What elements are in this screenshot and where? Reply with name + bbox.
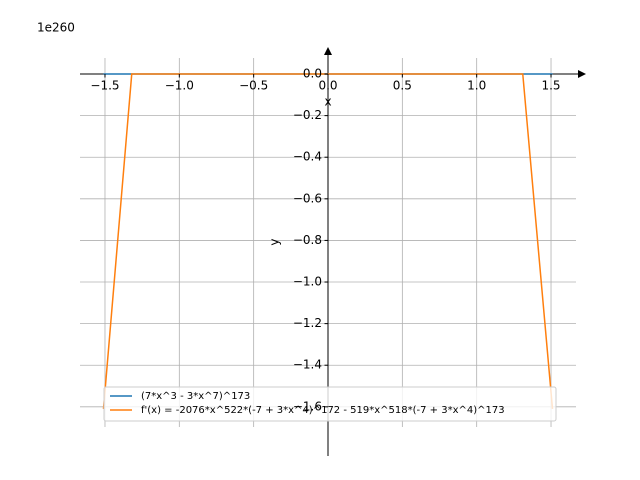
y-tick-label: −0.8 bbox=[293, 233, 322, 247]
y-axis-label: y bbox=[268, 238, 282, 245]
legend-frame bbox=[103, 386, 557, 422]
x-tick-label: −1.0 bbox=[165, 79, 194, 93]
y-tick-label: −1.0 bbox=[293, 275, 322, 289]
y-tick-label: −0.2 bbox=[293, 108, 322, 122]
y-tick-label: −1.4 bbox=[293, 358, 322, 372]
x-tick-label: 1.0 bbox=[467, 79, 486, 93]
x-axis-arrow bbox=[578, 70, 586, 78]
x-tick-label: 1.5 bbox=[541, 79, 560, 93]
y-tick-label: −1.6 bbox=[293, 399, 322, 413]
x-tick-label: 0.0 bbox=[318, 79, 337, 93]
x-tick-label: −0.5 bbox=[239, 79, 268, 93]
x-tick-label: −1.5 bbox=[90, 79, 119, 93]
x-axis-label: x bbox=[324, 95, 331, 109]
x-tick-label: 0.5 bbox=[393, 79, 412, 93]
legend: (7*x^3 - 3*x^7)^173 f'(x) = -2076*x^522*(… bbox=[103, 386, 557, 422]
y-axis-arrow bbox=[324, 47, 332, 55]
y-tick-label: −1.2 bbox=[293, 316, 322, 330]
y-tick-label: −0.6 bbox=[293, 191, 322, 205]
offset-label: 1e260 bbox=[37, 21, 75, 35]
y-tick-label: −0.4 bbox=[293, 150, 322, 164]
legend-label: (7*x^3 - 3*x^7)^173 bbox=[141, 391, 250, 402]
y-tick-label: 0.0 bbox=[303, 67, 322, 81]
legend-label: f'(x) = -2076*x^522*(-7 + 3*x^4)^172 - 5… bbox=[141, 405, 505, 416]
